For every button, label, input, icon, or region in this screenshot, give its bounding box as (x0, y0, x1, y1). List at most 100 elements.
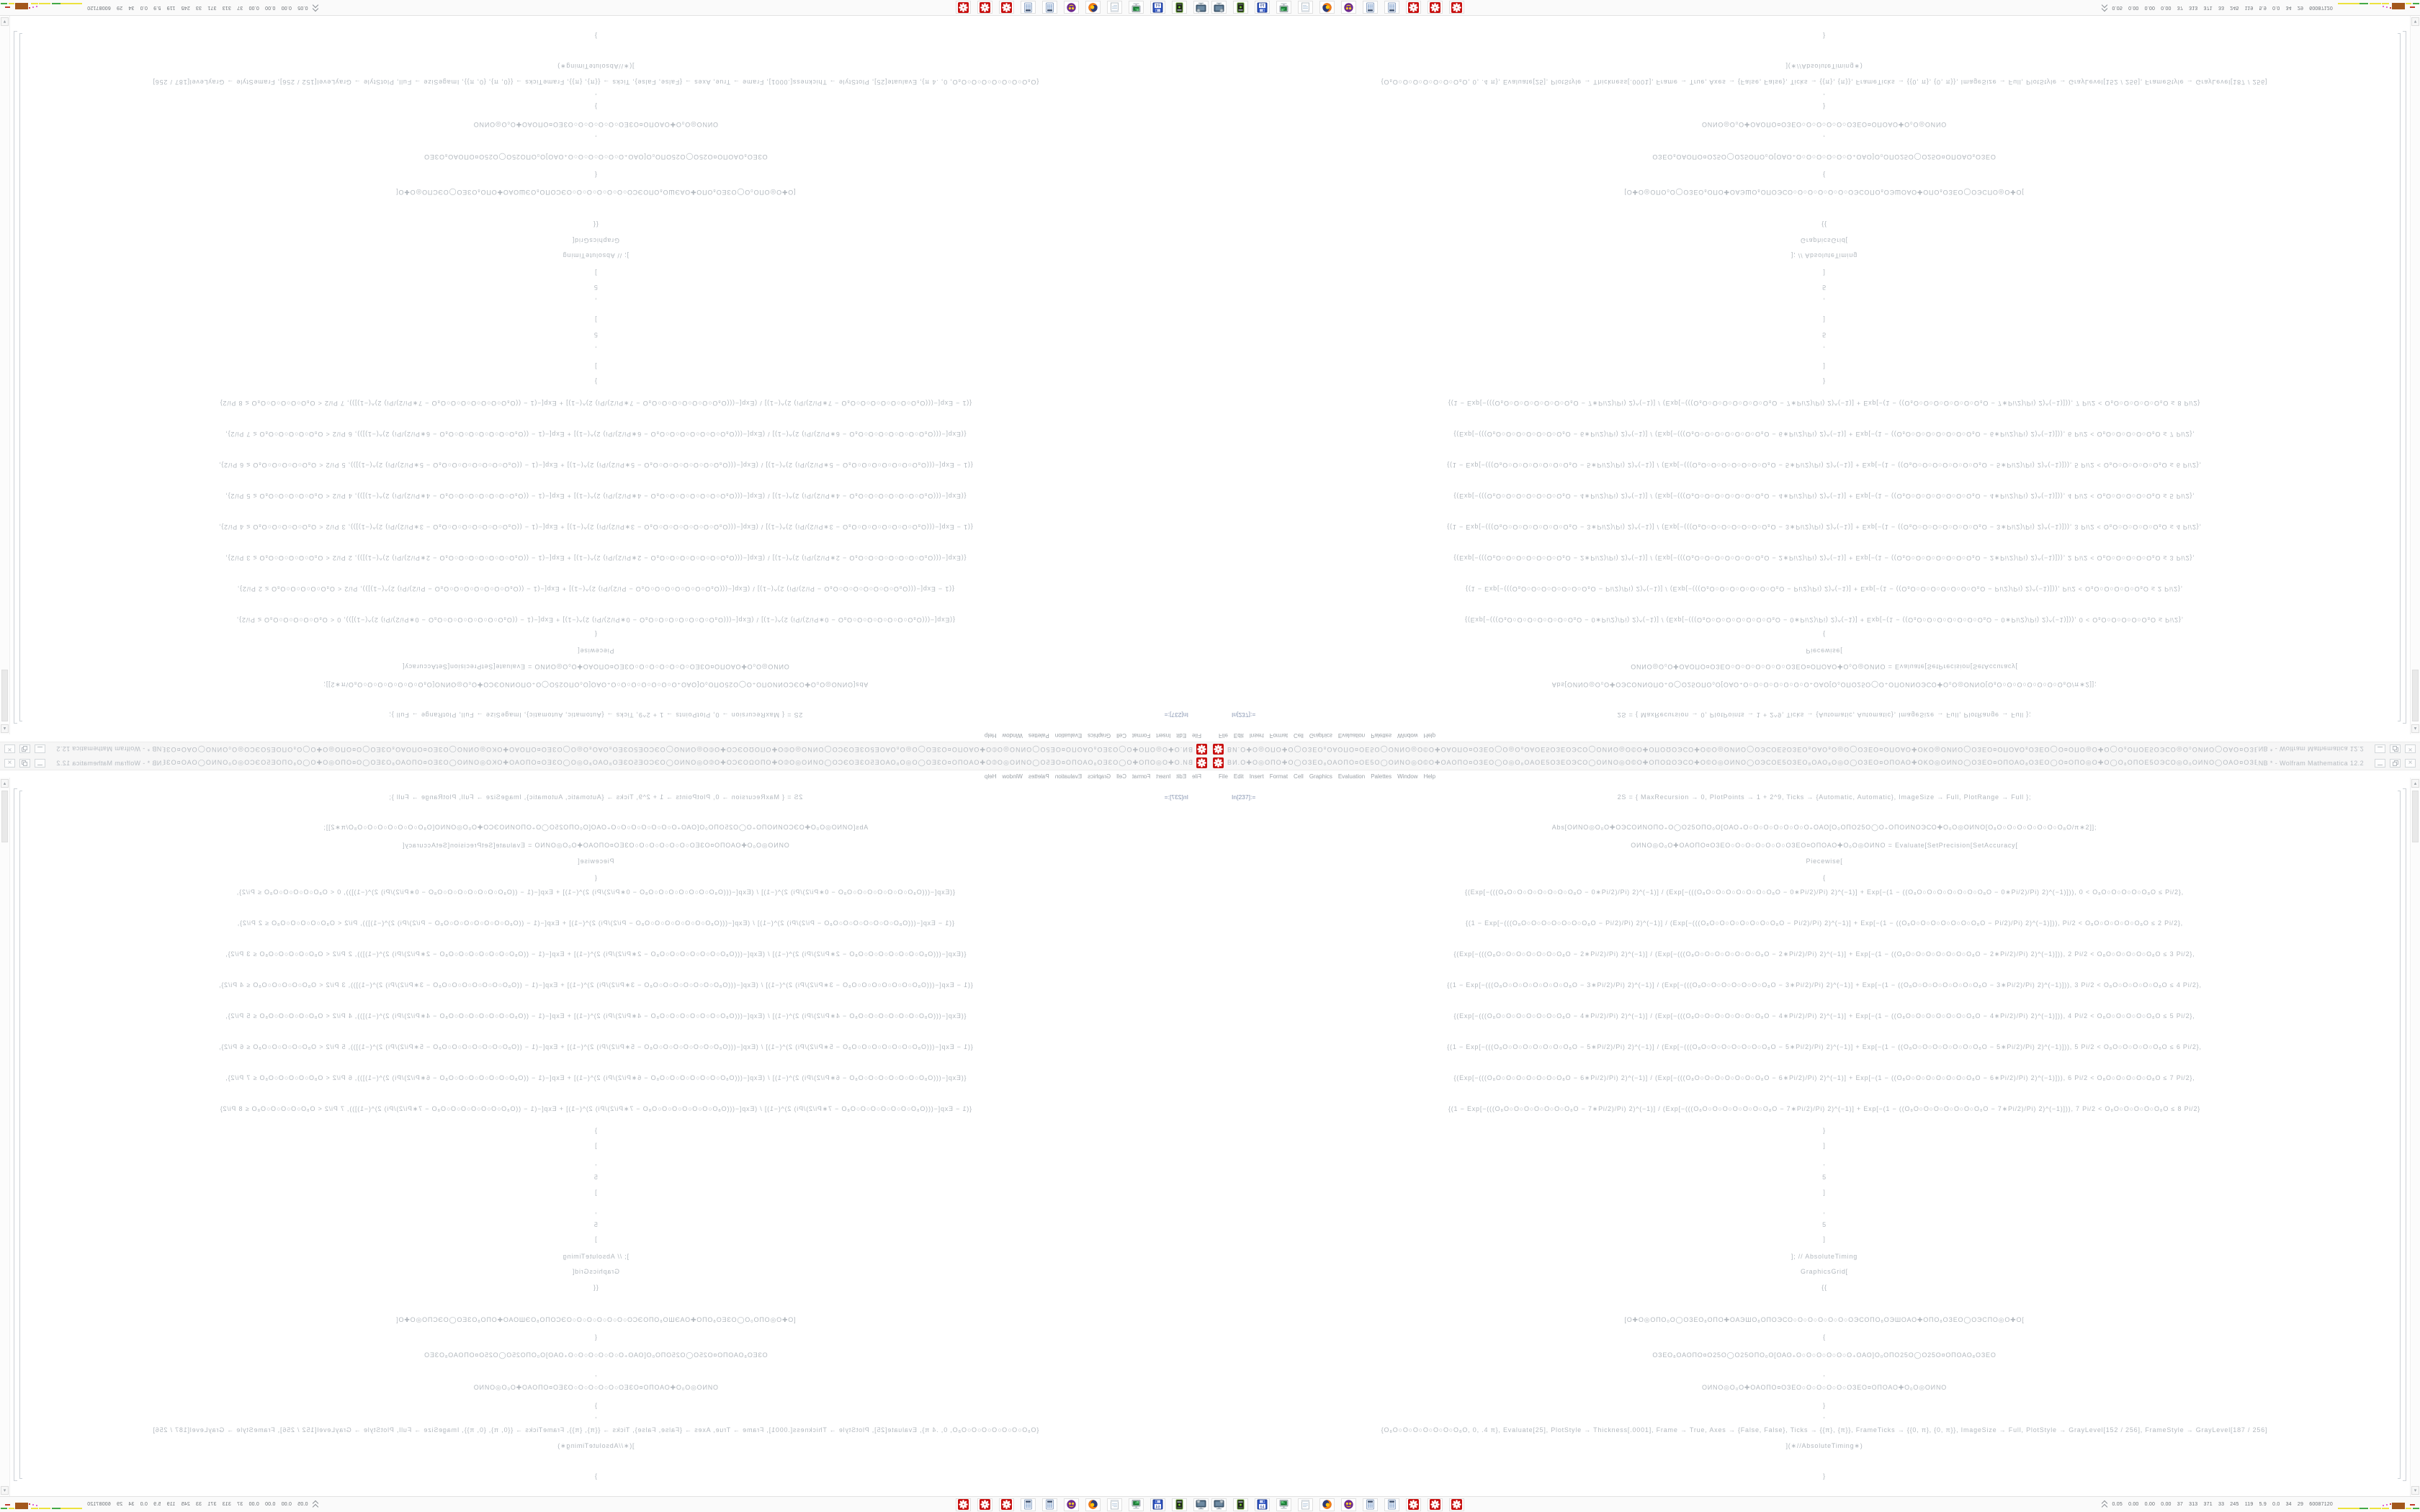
chevron-up-icon[interactable] (313, 2, 319, 12)
taskbar-icon-calculator-2[interactable] (1384, 1498, 1399, 1511)
taskbar-icon-mathematica-3[interactable] (956, 1, 971, 14)
menu-item-cell[interactable]: Cell (1116, 773, 1126, 780)
scrollbar-down-arrow[interactable]: ▾ (1, 17, 9, 26)
menu-item-window[interactable]: Window (1002, 732, 1023, 739)
close-button[interactable]: × (2405, 758, 2416, 768)
window-titlebar[interactable]: ВИ.О✚О◎ОΠО✚О◯ОЗЕО₈ОАОΠО¤ОЕ5О◯ОИNО◎О©О✚ОА… (1210, 756, 2420, 770)
menu-item-palettes[interactable]: Palettes (1371, 773, 1392, 780)
menu-item-edit[interactable]: Edit (1233, 773, 1244, 780)
taskbar-icon-drive-device[interactable] (1233, 1498, 1248, 1511)
taskbar-icon-terminal-pc[interactable] (1276, 1498, 1291, 1511)
taskbar-icon-purple-app[interactable] (1064, 1498, 1079, 1511)
taskbar-icon-text-editor[interactable] (1107, 1498, 1122, 1511)
menu-item-graphics[interactable]: Graphics (1309, 732, 1332, 739)
taskbar-icon-purple-app[interactable] (1064, 1, 1079, 14)
taskbar-icon-purple-app[interactable] (1341, 1498, 1356, 1511)
taskbar-icon-system-monitor[interactable] (1193, 1, 1209, 14)
taskbar-icon-text-editor[interactable] (1298, 1498, 1313, 1511)
taskbar-icon-floppy-64[interactable]: 64 (1150, 1, 1165, 14)
menu-item-window[interactable]: Window (1397, 732, 1418, 739)
scrollbar-down-arrow[interactable]: ▾ (1, 1486, 9, 1495)
taskbar-icon-drive-device[interactable] (1172, 1498, 1187, 1511)
taskbar-icon-system-monitor[interactable] (1211, 1, 1227, 14)
close-button[interactable]: × (4, 744, 15, 754)
cell-bracket-inner[interactable] (2398, 33, 2401, 721)
close-button[interactable]: × (2405, 744, 2416, 754)
restore-button[interactable] (19, 744, 30, 754)
menu-item-insert[interactable]: Insert (1156, 732, 1171, 739)
chevron-up-icon[interactable] (313, 1500, 319, 1510)
menu-item-palettes[interactable]: Palettes (1371, 732, 1392, 739)
menu-item-edit[interactable]: Edit (1176, 773, 1187, 780)
menu-item-file[interactable]: File (1219, 773, 1228, 780)
taskbar-icon-firefox[interactable] (1085, 1, 1101, 14)
taskbar-icon-calculator-1[interactable] (1042, 1498, 1057, 1511)
taskbar-icon-calculator-1[interactable] (1363, 1, 1378, 14)
taskbar-icon-mathematica-1[interactable] (999, 1498, 1014, 1511)
taskbar-icon-system-monitor[interactable] (1193, 1498, 1209, 1511)
scrollbar-up-arrow[interactable]: ▴ (1, 779, 9, 788)
taskbar-icon-firefox[interactable] (1085, 1498, 1101, 1511)
taskbar-icon-text-editor[interactable] (1298, 1, 1313, 14)
taskbar-icon-system-monitor[interactable] (1211, 1498, 1227, 1511)
menu-item-file[interactable]: File (1192, 732, 1201, 739)
restore-button[interactable] (19, 758, 30, 768)
restore-button[interactable] (2390, 758, 2401, 768)
window-titlebar[interactable]: ВИ.О✚О◎ОΠО✚О◯ОЗЕО₈ОАОΠО¤ОЕ5О◯ОИNО◎О©О✚ОА… (0, 756, 1210, 770)
taskbar-icon-calculator-2[interactable] (1021, 1498, 1036, 1511)
menu-item-window[interactable]: Window (1397, 773, 1418, 780)
menu-item-insert[interactable]: Insert (1249, 773, 1264, 780)
cell-bracket-outer[interactable] (14, 31, 17, 724)
taskbar-icon-calculator-1[interactable] (1042, 1, 1057, 14)
taskbar-icon-mathematica-1[interactable] (999, 1, 1014, 14)
scrollbar[interactable]: ▴ ▾ (0, 778, 10, 1496)
scrollbar-down-arrow[interactable]: ▾ (2411, 1486, 2419, 1495)
minimize-button[interactable] (2375, 758, 2385, 768)
chevron-up-icon[interactable] (2101, 2, 2107, 12)
chevron-up-icon[interactable] (2101, 1500, 2107, 1510)
menu-item-file[interactable]: File (1192, 773, 1201, 780)
taskbar-icon-mathematica-3[interactable] (956, 1498, 971, 1511)
menu-item-cell[interactable]: Cell (1116, 732, 1126, 739)
taskbar-icon-floppy-64[interactable]: 64 (1150, 1498, 1165, 1511)
taskbar-icon-firefox[interactable] (1319, 1498, 1335, 1511)
taskbar-icon-floppy-64[interactable]: 64 (1255, 1498, 1270, 1511)
restore-button[interactable] (2390, 744, 2401, 754)
window-titlebar[interactable]: ВИ.О✚О◎ОΠО✚О◯ОЗЕО₈ОАОΠО¤ОЕ5О◯ОИNО◎О©О✚ОА… (0, 742, 1210, 756)
taskbar-icon-floppy-64[interactable]: 64 (1255, 1, 1270, 14)
menu-item-evaluation[interactable]: Evaluation (1054, 732, 1083, 739)
scrollbar-thumb[interactable] (1, 791, 8, 842)
menu-item-help[interactable]: Help (1423, 732, 1436, 739)
menu-item-evaluation[interactable]: Evaluation (1337, 732, 1366, 739)
taskbar-icon-mathematica-1[interactable] (1406, 1498, 1421, 1511)
menu-item-edit[interactable]: Edit (1233, 732, 1244, 739)
scrollbar-up-arrow[interactable]: ▴ (2411, 779, 2419, 788)
cell-bracket-outer[interactable] (14, 788, 17, 1481)
minimize-button[interactable] (35, 758, 45, 768)
taskbar-icon-mathematica-2[interactable] (977, 1498, 992, 1511)
menu-item-graphics[interactable]: Graphics (1088, 773, 1111, 780)
menu-item-cell[interactable]: Cell (1294, 732, 1304, 739)
minimize-button[interactable] (35, 744, 45, 754)
scrollbar-up-arrow[interactable]: ▴ (2411, 724, 2419, 733)
menu-item-palettes[interactable]: Palettes (1028, 732, 1049, 739)
taskbar-icon-mathematica-2[interactable] (1428, 1498, 1443, 1511)
taskbar-icon-calculator-1[interactable] (1363, 1498, 1378, 1511)
taskbar-icon-drive-device[interactable] (1172, 1, 1187, 14)
scrollbar-thumb[interactable] (2412, 670, 2419, 721)
menu-item-help[interactable]: Help (1423, 773, 1436, 780)
menu-item-insert[interactable]: Insert (1249, 732, 1264, 739)
taskbar-icon-mathematica-2[interactable] (977, 1, 992, 14)
menu-item-format[interactable]: Format (1131, 773, 1151, 780)
menu-item-help[interactable]: Help (984, 732, 997, 739)
menu-item-edit[interactable]: Edit (1176, 732, 1187, 739)
taskbar-icon-text-editor[interactable] (1107, 1, 1122, 14)
menu-item-graphics[interactable]: Graphics (1309, 773, 1332, 780)
taskbar-icon-mathematica-3[interactable] (1449, 1498, 1464, 1511)
menu-item-format[interactable]: Format (1131, 732, 1151, 739)
scrollbar-up-arrow[interactable]: ▴ (1, 724, 9, 733)
taskbar-icon-terminal-pc[interactable] (1129, 1, 1144, 14)
close-button[interactable]: × (4, 758, 15, 768)
menu-item-help[interactable]: Help (984, 773, 997, 780)
scrollbar[interactable]: ▴ ▾ (0, 16, 10, 734)
